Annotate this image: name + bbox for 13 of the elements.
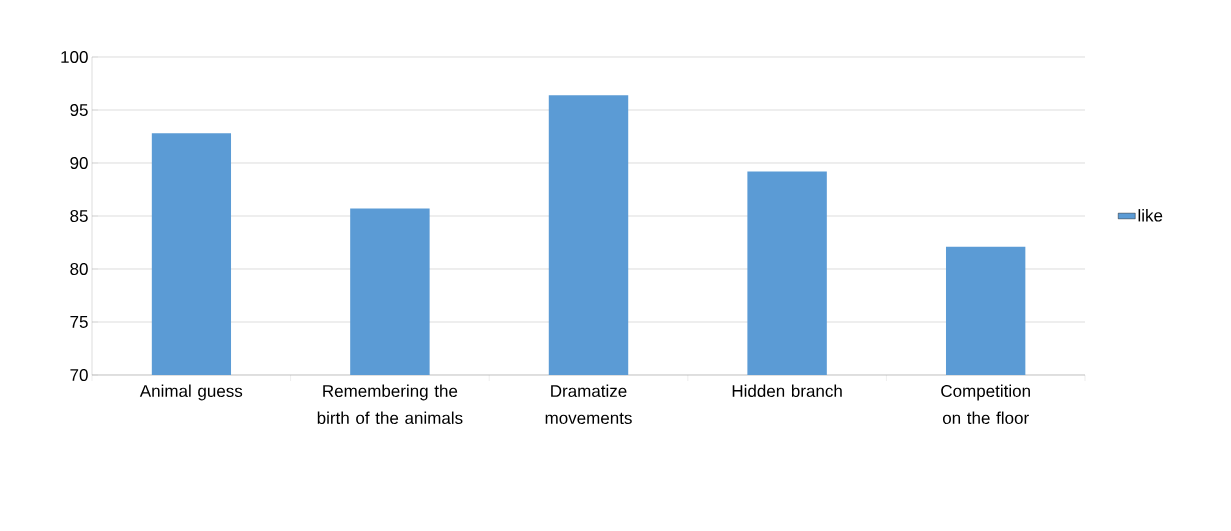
x-tick-label: Dramatize movements <box>545 384 632 425</box>
x-tick-label: Hidden branch <box>732 384 842 398</box>
x-tick-label: Remembering the birth of the animals <box>317 384 463 425</box>
y-tick-label: 70 <box>70 368 88 382</box>
y-tick-label: 80 <box>70 262 88 276</box>
y-tick-label: 100 <box>61 50 88 64</box>
y-tick-label: 75 <box>70 316 88 328</box>
x-tick-label: Animal guess <box>139 384 243 401</box>
y-tick-label: 90 <box>70 156 88 170</box>
legend-label: like <box>1138 209 1163 222</box>
y-tick-label: 85 <box>70 209 88 223</box>
x-tick-label: Competition on the floor <box>941 384 1030 425</box>
y-tick-label: 95 <box>70 103 88 117</box>
